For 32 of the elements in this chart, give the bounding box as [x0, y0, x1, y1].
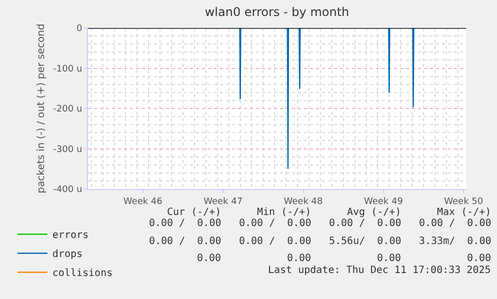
chart-title: wlan0 errors - by month [204, 5, 350, 20]
x-tick-label: Week 48 [284, 196, 323, 207]
text: 0.00 / 0.00 [419, 218, 492, 229]
text: 5.56u/ 0.00 [329, 236, 402, 247]
text: 0.00 [287, 253, 312, 264]
y-tick-label: -200 u [53, 104, 82, 115]
y-tick-label: -100 u [53, 64, 82, 74]
legend-label: drops [52, 249, 83, 260]
y-tick-label: 0 [76, 24, 82, 34]
y-axis-title: packets in (-) / out (+) per second [36, 24, 48, 194]
text: 3.33m/ 0.00 [419, 236, 492, 247]
text: 0.00 / 0.00 [329, 218, 402, 229]
text: 0.00 [377, 253, 402, 264]
x-tick-label: Week 50 [444, 196, 484, 207]
text: 0.00 / 0.00 [239, 218, 312, 229]
legend-label: errors [52, 230, 89, 242]
text: 0.00 / 0.00 [239, 236, 312, 247]
text: Avg (-/+) [347, 207, 402, 218]
text: 0.00 [467, 253, 492, 264]
legend-label: collisions [52, 268, 113, 280]
text: 0.00 / 0.00 [149, 218, 222, 229]
y-tick-label: -300 u [53, 144, 82, 155]
text: Last update: Thu Dec 11 17:00:33 2025 [268, 265, 491, 276]
text: Max (-/+) [437, 207, 492, 218]
y-tick-label: -400 u [53, 185, 82, 196]
x-tick-label: Week 47 [204, 196, 243, 207]
text: 0.00 [197, 253, 222, 264]
text: Cur (-/+) [167, 207, 222, 218]
text: 0.00 / 0.00 [149, 236, 222, 247]
text: Min (-/+) [257, 207, 312, 218]
x-tick-label: Week 49 [364, 196, 404, 207]
x-tick-label: Week 46 [123, 196, 163, 207]
